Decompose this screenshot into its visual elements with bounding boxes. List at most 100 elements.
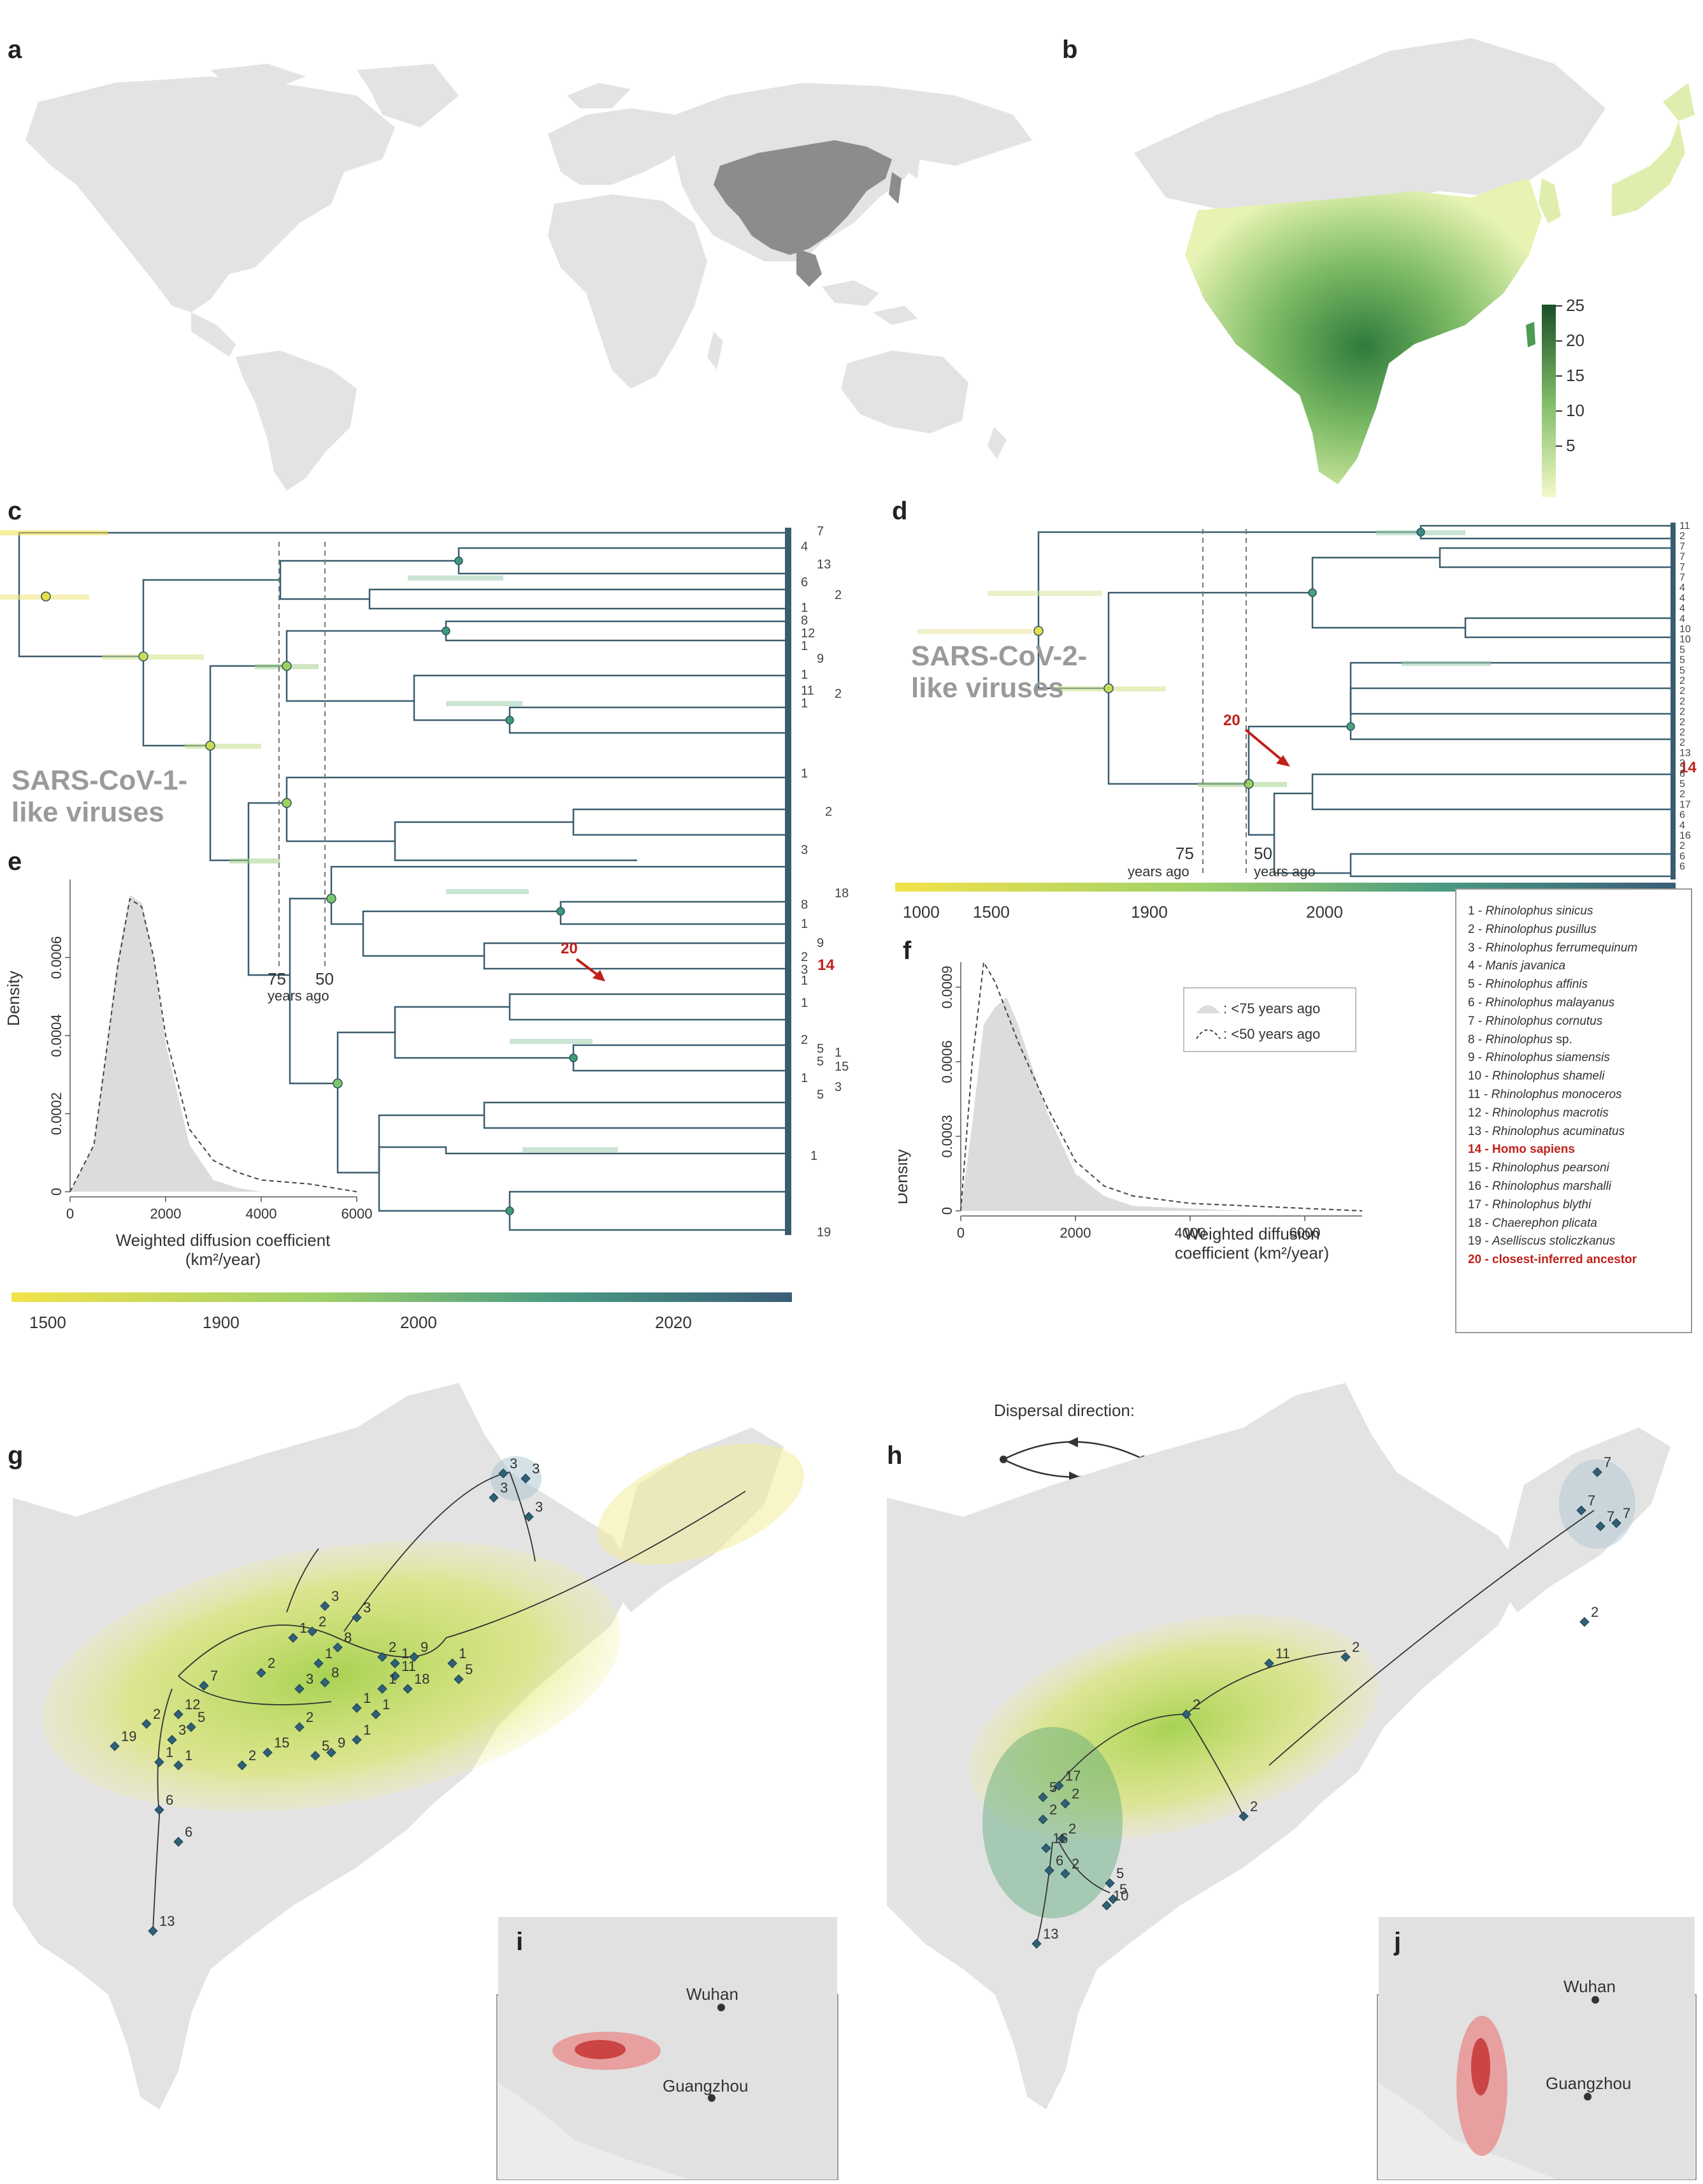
landmass-europe bbox=[548, 108, 694, 185]
map-species-label: 3 bbox=[306, 1671, 313, 1687]
species-name: Rhinolophus cornutus bbox=[1485, 1014, 1603, 1028]
city-label-wuhan: Wuhan bbox=[1563, 1977, 1616, 1996]
species-legend-item: 8 - Rhinolophus sp. bbox=[1468, 1031, 1679, 1050]
human-tip-label: 14 bbox=[1679, 759, 1697, 776]
sample-marker bbox=[1579, 1617, 1590, 1627]
species-legend-item: 6 - Rhinolophus malayanus bbox=[1468, 994, 1679, 1013]
chart-e-xlabel: Weighted diffusion coefficient bbox=[116, 1231, 331, 1250]
tip-label: 6 bbox=[801, 575, 808, 589]
map-species-label: 2 bbox=[1591, 1604, 1599, 1620]
species-number: 20 - bbox=[1468, 1253, 1493, 1267]
timebar-tick: 2000 bbox=[400, 1313, 437, 1332]
map-species-label: 3 bbox=[363, 1600, 371, 1616]
species-name: Manis javanica bbox=[1485, 959, 1566, 973]
sample-marker bbox=[173, 1837, 183, 1847]
sample-marker bbox=[409, 1652, 419, 1662]
panel-letter-e: e bbox=[8, 848, 22, 876]
china-highlight bbox=[714, 140, 892, 255]
species-number: 10 - bbox=[1468, 1069, 1493, 1083]
tip-label: 1 bbox=[801, 601, 808, 615]
species-name: Chaerephon plicata bbox=[1492, 1216, 1597, 1230]
tip-label: 2 bbox=[1679, 686, 1685, 697]
map-species-label: 2 bbox=[1250, 1798, 1258, 1814]
panel-letter-j: j bbox=[1394, 1928, 1402, 1956]
sample-marker bbox=[154, 1757, 164, 1767]
sample-marker bbox=[1054, 1781, 1064, 1791]
sample-marker bbox=[1264, 1658, 1274, 1668]
species-number: 6 - bbox=[1468, 995, 1486, 1009]
tip-bar bbox=[785, 528, 791, 1235]
density-area bbox=[961, 997, 1362, 1211]
species-legend-item: 2 - Rhinolophus pusillus bbox=[1468, 921, 1679, 939]
tip-label: 3 bbox=[835, 1080, 842, 1094]
species-number: 14 - bbox=[1468, 1143, 1493, 1157]
sample-marker bbox=[294, 1722, 305, 1732]
sample-marker bbox=[288, 1633, 298, 1643]
tip-label: 17 bbox=[1679, 799, 1691, 810]
x-tick-label: 4000 bbox=[1175, 1225, 1206, 1241]
tip-label: 5 bbox=[1679, 655, 1685, 666]
tip-label: 2 bbox=[1679, 676, 1685, 686]
tip-label: 7 bbox=[817, 524, 824, 539]
landmass-africa bbox=[548, 194, 707, 389]
timebar-tick: 2020 bbox=[655, 1313, 692, 1332]
sample-marker bbox=[1060, 1869, 1070, 1879]
map-species-label: 3 bbox=[331, 1588, 339, 1604]
species-legend-item: 3 - Rhinolophus ferrumequinum bbox=[1468, 939, 1679, 958]
species-legend-item: 19 - Aselliscus stoliczkanus bbox=[1468, 1233, 1679, 1251]
density-area bbox=[70, 895, 357, 1192]
panel-letter-d: d bbox=[892, 497, 908, 525]
world-map bbox=[25, 64, 1032, 491]
tip-label: 4 bbox=[1679, 820, 1685, 831]
sample-marker bbox=[1060, 1798, 1070, 1809]
species-number: 3 - bbox=[1468, 941, 1486, 955]
x-tick-label: 6000 bbox=[341, 1206, 373, 1222]
species-number: 4 - bbox=[1468, 959, 1486, 973]
clade-label-line: SARS-CoV-2- bbox=[911, 640, 1088, 672]
landmass-australia bbox=[841, 351, 968, 433]
sample-marker bbox=[352, 1703, 362, 1713]
tip-label: 7 bbox=[1679, 572, 1685, 583]
tip-label: 1 bbox=[801, 1071, 808, 1085]
richness-tick: 20 bbox=[1566, 331, 1584, 350]
panel-letter-a: a bbox=[8, 36, 22, 64]
species-number: 19 - bbox=[1468, 1234, 1493, 1248]
sample-marker bbox=[199, 1681, 209, 1691]
time-line-75-label: 75 bbox=[268, 969, 286, 988]
landmass-north-america bbox=[25, 76, 395, 312]
sample-marker bbox=[1239, 1811, 1249, 1821]
sample-marker bbox=[186, 1722, 196, 1732]
species-name: Rhinolophus shameli bbox=[1492, 1069, 1605, 1083]
sample-marker bbox=[262, 1747, 273, 1758]
panel-letter-b: b bbox=[1062, 36, 1078, 64]
tree-node bbox=[569, 1053, 578, 1062]
city-label-guangzhou: Guangzhou bbox=[663, 2076, 748, 2095]
x-tick-label: 2000 bbox=[150, 1206, 182, 1222]
timebar-tick: 1500 bbox=[973, 902, 1010, 922]
species-number: 16 - bbox=[1468, 1179, 1493, 1193]
species-name: Rhinolophus sinicus bbox=[1485, 904, 1593, 918]
tree-node bbox=[1033, 626, 1044, 636]
tip-label: 6 bbox=[1679, 851, 1685, 862]
timebar-tick: 1900 bbox=[1131, 902, 1168, 922]
species-legend-item: 10 - Rhinolophus shameli bbox=[1468, 1067, 1679, 1086]
timebar-tick: 2000 bbox=[1306, 902, 1343, 922]
species-legend-item: 14 - Homo sapiens bbox=[1468, 1141, 1679, 1159]
map-species-label: 8 bbox=[344, 1630, 352, 1645]
panel-letter-f: f bbox=[903, 937, 912, 965]
sample-marker bbox=[371, 1709, 381, 1719]
map-species-label: 13 bbox=[1043, 1926, 1058, 1942]
species-name: Rhinolophus malayanus bbox=[1485, 995, 1615, 1009]
time-line-years-ago-label: years ago bbox=[1254, 864, 1316, 879]
map-species-label: 2 bbox=[1049, 1802, 1057, 1818]
sample-marker bbox=[377, 1652, 387, 1662]
species-name: Rhinolophus pusillus bbox=[1485, 922, 1597, 936]
sample-marker bbox=[307, 1626, 317, 1637]
species-name: Rhinolophus ferrumequinum bbox=[1485, 941, 1638, 955]
sample-marker bbox=[1057, 1833, 1067, 1844]
tree-node bbox=[505, 1206, 514, 1215]
map-species-label: 2 bbox=[268, 1655, 275, 1671]
tip-label: 2 bbox=[1679, 789, 1685, 800]
